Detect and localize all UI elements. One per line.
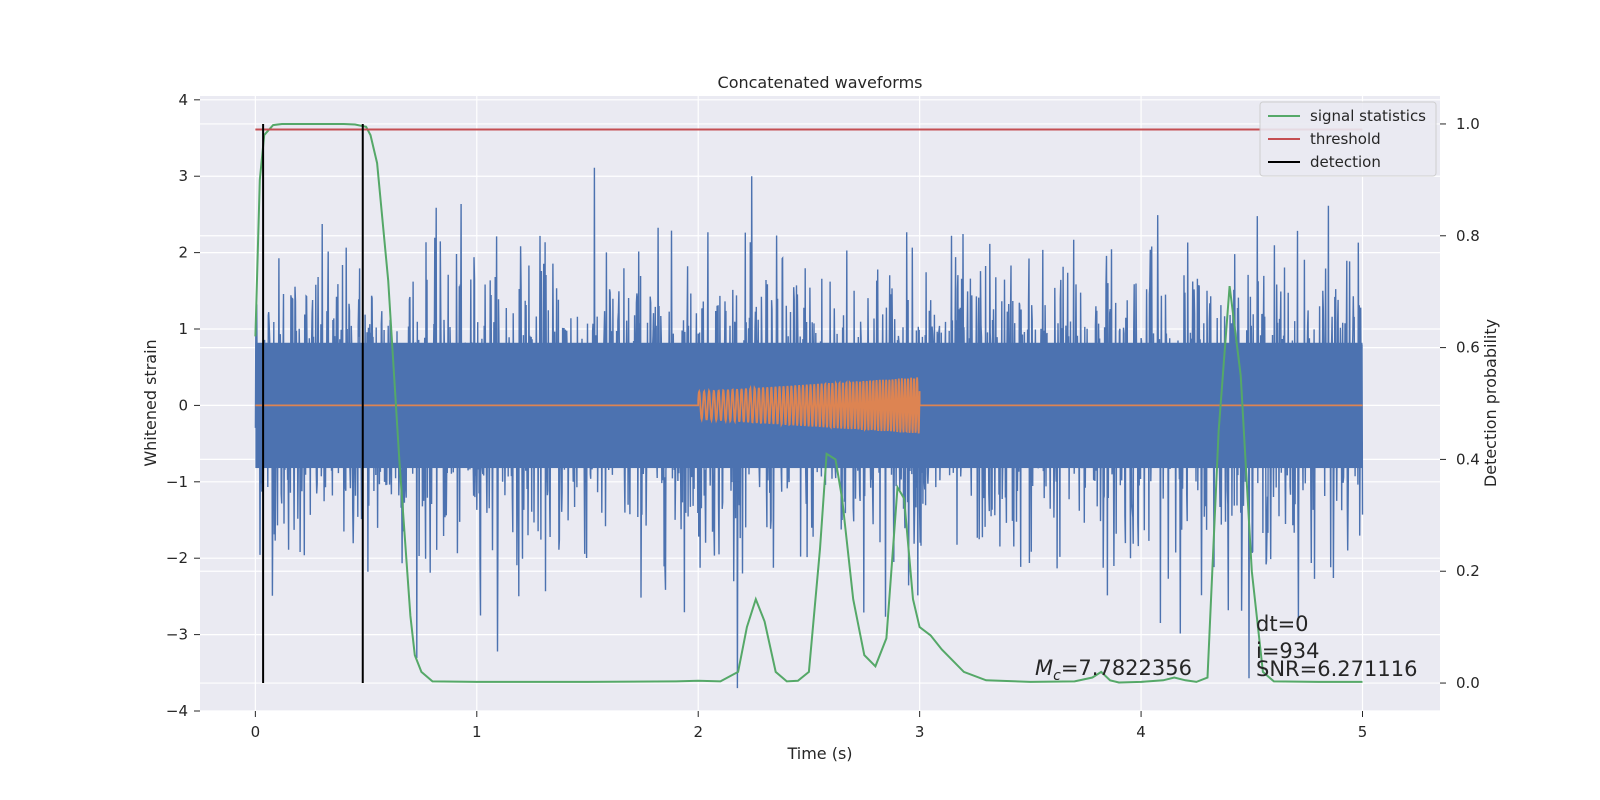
- detection-series: [262, 123, 364, 684]
- x-axis-label: Time (s): [786, 744, 852, 763]
- y2-tick-label: 0.4: [1456, 450, 1480, 468]
- x-tick-label: 0: [251, 723, 261, 741]
- signal-statistics-line: [254, 123, 1363, 684]
- injection-series: [255, 377, 1363, 434]
- annotation-chirp-mass-subscript: c: [1053, 668, 1061, 684]
- y-tick-label: −4: [166, 702, 188, 720]
- x-tick-label: 1: [472, 723, 482, 741]
- annotation-snr: SNR=6.271116: [1256, 657, 1417, 681]
- y2-tick-label: 0.6: [1456, 339, 1480, 357]
- injection-line: [255, 377, 1363, 434]
- legend-box: [1259, 101, 1437, 177]
- y2-tick-label: 0.2: [1456, 562, 1480, 580]
- legend-label-threshold: threshold: [1310, 130, 1381, 148]
- y2-axis-label: Detection probability: [1481, 319, 1500, 487]
- tick-labels: 0 1 2 3 4 5 −4 −3 −2 −1 0 1 2 3 4 0.0 0.2 0.4 0.6 0.8 1.0: [166, 91, 1480, 741]
- chart-title: Concatenated waveforms: [718, 73, 923, 92]
- x-tick-label: 4: [1136, 723, 1146, 741]
- legend: signal statistics threshold detection: [1259, 101, 1437, 177]
- y-tick-label: 4: [178, 91, 188, 109]
- y-axis-label: Whitened strain: [141, 339, 160, 466]
- annotation-chirp-mass: Mc=7.7822356: [1035, 656, 1192, 684]
- x-tick-label: 2: [693, 723, 703, 741]
- annotation-chirp-mass-value: =7.7822356: [1061, 656, 1192, 680]
- y-tick-label: −3: [166, 626, 188, 644]
- y2-tick-label: 0.0: [1456, 674, 1480, 692]
- y-tick-label: 3: [178, 167, 188, 185]
- x-tick-label: 5: [1358, 723, 1368, 741]
- signal-statistics-series: [254, 123, 1363, 684]
- y-tick-label: −1: [166, 473, 188, 491]
- legend-label-signal-statistics: signal statistics: [1310, 107, 1426, 125]
- x-tick-label: 3: [915, 723, 925, 741]
- annotation-dt: dt=0: [1256, 612, 1309, 636]
- annotation-index: i=934: [1256, 639, 1320, 663]
- y2-tick-label: 0.8: [1456, 227, 1480, 245]
- annotation-chirp-mass-symbol: M: [1035, 656, 1053, 680]
- y-tick-label: 0: [178, 396, 188, 414]
- y-tick-label: 1: [178, 320, 188, 338]
- y2-tick-label: 1.0: [1456, 115, 1480, 133]
- y-tick-label: −2: [166, 549, 188, 567]
- y-tick-label: 2: [178, 244, 188, 262]
- legend-label-detection: detection: [1310, 153, 1381, 171]
